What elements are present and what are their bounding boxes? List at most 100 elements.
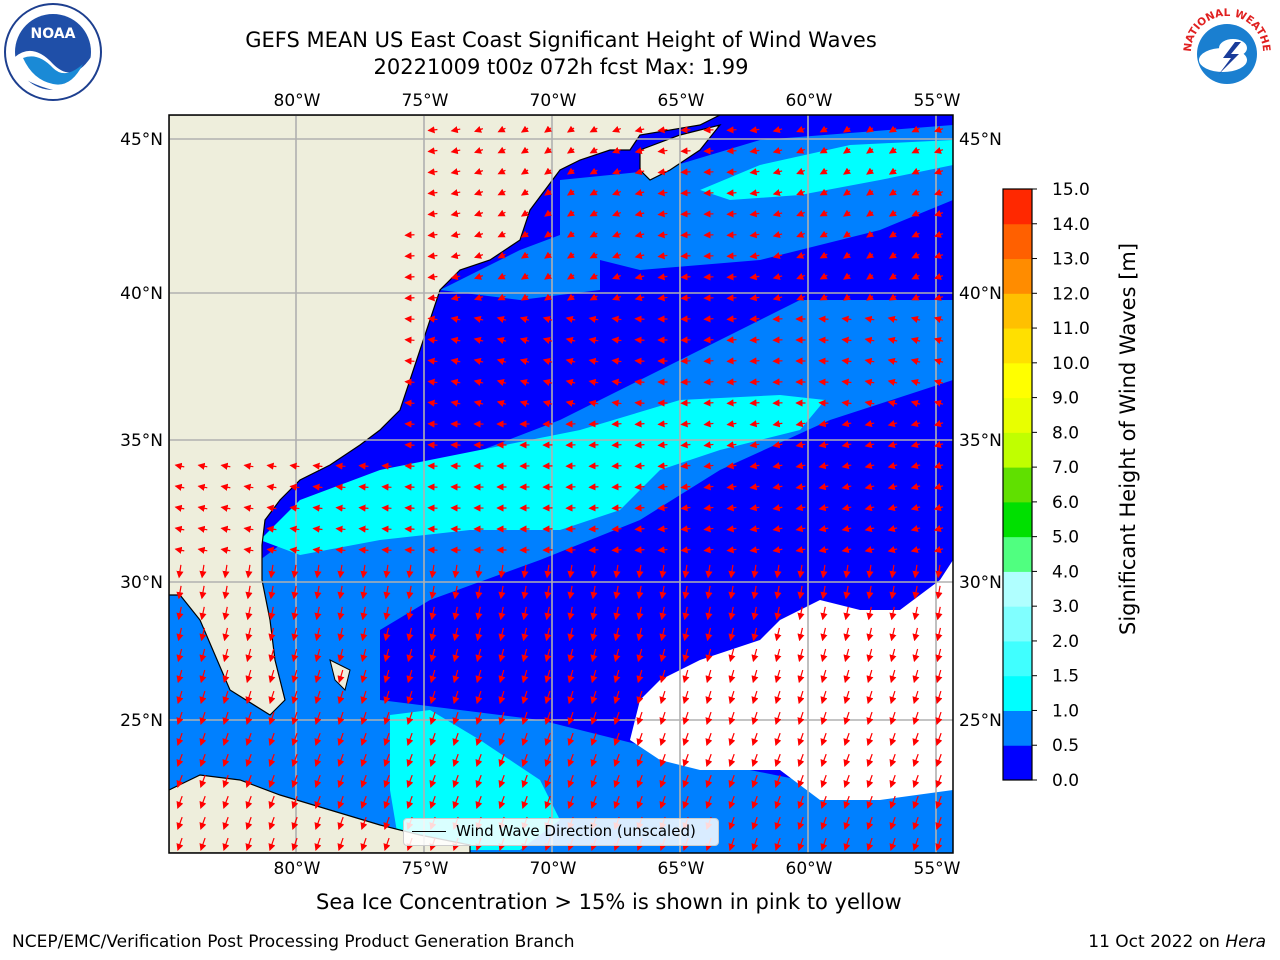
wave-direction-arrow (935, 837, 943, 852)
wave-direction-arrow (911, 125, 920, 133)
wave-direction-arrow (657, 126, 668, 134)
wave-direction-arrow (383, 774, 391, 788)
wave-direction-arrow (519, 400, 530, 407)
wave-direction-arrow (634, 336, 645, 344)
wave-direction-arrow (657, 420, 668, 428)
wave-direction-arrow (473, 209, 484, 217)
wave-direction-arrow (843, 795, 851, 809)
wave-direction-arrow (406, 732, 414, 747)
wave-direction-arrow (176, 564, 184, 579)
wave-direction-arrow (452, 753, 460, 767)
wave-direction-arrow (427, 147, 438, 155)
wave-direction-arrow (634, 231, 645, 239)
wave-direction-arrow (933, 294, 944, 301)
colorbar-segment (1003, 397, 1032, 433)
wave-direction-arrow (452, 774, 460, 788)
wave-direction-arrow (406, 690, 414, 705)
wave-direction-arrow (427, 399, 438, 407)
wave-direction-arrow (866, 732, 874, 747)
wave-direction-arrow (452, 606, 460, 621)
wave-direction-arrow (659, 627, 667, 642)
wave-direction-arrow (291, 669, 299, 684)
wave-direction-arrow (705, 648, 713, 663)
wave-direction-arrow (866, 146, 875, 154)
wave-direction-arrow (406, 606, 414, 621)
wave-direction-arrow (475, 690, 483, 705)
wave-direction-arrow (887, 504, 898, 512)
wave-direction-arrow (475, 627, 483, 642)
wave-direction-arrow (659, 606, 667, 621)
wave-direction-arrow (749, 126, 760, 134)
wave-direction-arrow (912, 711, 920, 726)
wave-direction-arrow (427, 252, 438, 260)
colorbar: 0.0 0.5 1.0 1.5 2.0 3.0 4.0 5.0 6.0 7.0 8.0 9.0 10.0… (1002, 180, 1090, 791)
wave-direction-arrow (565, 315, 576, 323)
wave-direction-arrow (659, 795, 667, 809)
wave-direction-arrow (544, 230, 553, 238)
wave-direction-arrow (634, 378, 645, 386)
wave-direction-arrow (705, 690, 713, 705)
wave-direction-arrow (682, 732, 690, 747)
wave-direction-arrow (245, 564, 253, 579)
wave-direction-arrow (565, 357, 576, 365)
wave-direction-arrow (176, 753, 184, 767)
wave-direction-arrow (796, 125, 805, 133)
wave-direction-arrow (360, 774, 368, 788)
wave-direction-arrow (611, 420, 622, 428)
wave-direction-arrow (819, 293, 828, 301)
wave-direction-arrow (243, 483, 254, 491)
wave-direction-arrow (383, 795, 391, 809)
wave-direction-arrow (841, 504, 852, 512)
wave-direction-arrow (245, 753, 253, 767)
wave-direction-arrow (910, 462, 921, 470)
wave-direction-arrow (705, 711, 713, 726)
wave-direction-arrow (520, 251, 529, 259)
wave-direction-arrow (291, 711, 299, 726)
lon-label-top: 80°W (274, 91, 321, 111)
wave-direction-arrow (611, 336, 622, 344)
wave-direction-arrow (498, 585, 506, 600)
wave-direction-arrow (864, 357, 875, 365)
wave-direction-arrow (337, 753, 345, 767)
wave-direction-arrow (567, 795, 575, 809)
wave-direction-arrow (935, 732, 943, 747)
wave-direction-arrow (588, 462, 599, 470)
wave-direction-arrow (843, 146, 852, 154)
wave-direction-arrow (935, 816, 943, 830)
wave-direction-arrow (749, 168, 760, 176)
wave-direction-arrow (659, 585, 667, 600)
wave-direction-arrow (358, 546, 369, 554)
wave-direction-arrow (726, 126, 737, 134)
wave-direction-arrow (843, 648, 851, 663)
lat-label-right: 40°N (959, 284, 1002, 304)
wave-direction-arrow (567, 690, 575, 705)
wave-direction-arrow (335, 483, 346, 491)
wave-direction-arrow (337, 648, 345, 663)
wave-direction-arrow (864, 315, 875, 323)
wave-direction-arrow (751, 585, 759, 600)
wave-direction-arrow (843, 711, 851, 726)
wave-direction-arrow (199, 585, 207, 600)
colorbar-segment (1003, 258, 1032, 294)
wave-direction-arrow (912, 774, 920, 788)
wave-direction-arrow (314, 816, 322, 830)
wave-direction-arrow (933, 316, 944, 323)
wave-direction-arrow (866, 711, 874, 726)
wave-direction-arrow (588, 483, 599, 491)
wave-direction-arrow (933, 231, 944, 238)
wave-direction-arrow (566, 125, 575, 133)
wave-direction-arrow (360, 732, 368, 747)
wave-direction-arrow (337, 585, 345, 600)
wave-direction-arrow (820, 585, 828, 600)
wave-direction-arrow (337, 795, 345, 809)
wave-direction-arrow (797, 753, 805, 767)
wave-direction-arrow (404, 315, 415, 323)
wave-direction-arrow (590, 732, 598, 747)
wave-direction-arrow (427, 168, 438, 176)
wave-direction-arrow (657, 231, 668, 239)
wave-direction-arrow (795, 483, 806, 491)
wave-direction-arrow (749, 252, 760, 260)
wave-direction-arrow (634, 504, 645, 512)
wave-direction-arrow (636, 711, 644, 726)
wave-direction-arrow (199, 648, 207, 663)
